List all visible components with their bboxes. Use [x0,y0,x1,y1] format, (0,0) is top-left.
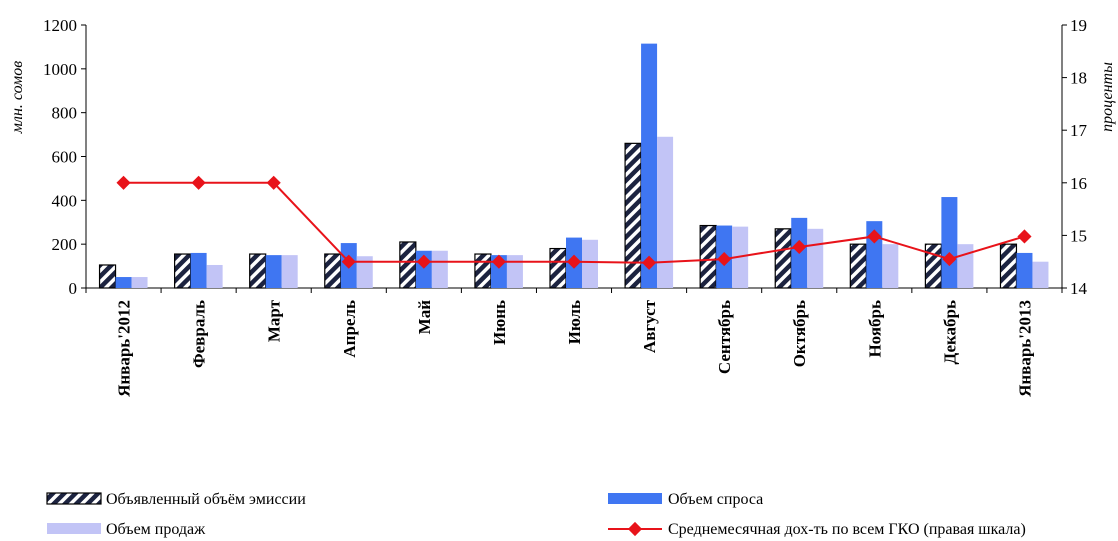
legend-swatch-emission [46,492,102,505]
bar-sales [957,244,974,288]
category-label: Май [415,300,434,335]
right-tick-label: 19 [1070,16,1087,35]
right-tick-label: 16 [1070,174,1087,193]
yield-point [341,254,356,269]
bar-sales [657,136,674,288]
legend: Объявленный объём эмиссии Объем спроса Объ… [46,491,1026,538]
bar-demand [265,255,282,288]
category-label: Апрель [340,300,359,358]
category-label: Сентябрь [715,300,734,374]
yield-point [792,239,807,255]
legend-label-demand: Объем спроса [668,491,763,508]
bar-emission [474,253,492,289]
left-tick-label: 800 [52,104,78,123]
bar-sales [356,256,373,288]
bar-emission [849,243,867,289]
right-tick-label: 15 [1070,226,1087,245]
category-label: Август [640,299,659,353]
bar-emission [549,247,567,289]
bar-emission [399,241,417,289]
legend-label-sales: Объем продаж [106,521,206,538]
yield-point [1017,229,1032,244]
yield-point [717,251,732,267]
bar-demand [190,252,207,288]
right-tick-label: 18 [1070,69,1087,88]
category-label: Март [265,299,284,342]
legend-swatch-demand [608,493,662,504]
bar-emission [774,228,792,289]
bar-sales [882,244,899,288]
left-tick-label: 1000 [43,60,77,79]
bar-emission [624,142,642,289]
yield-point [416,254,431,269]
y-axis-title: млн. сомов [9,61,26,134]
left-tick-label: 600 [52,148,78,167]
right-tick-label: 17 [1070,121,1088,140]
yield-point [566,254,582,269]
category-label: Январь'2012 [115,300,134,397]
labels: млн. сомов проценты Январь'2012 Февраль Март… [9,61,1116,397]
axes: 0 200 400 600 800 1000 1200 14 15 16 17 18 19 [43,16,1088,298]
bar-demand [941,197,958,288]
bar-sales [431,250,448,288]
bar-demand [115,277,132,288]
yield-point [266,175,281,190]
legend-label-yield: Среднемесячная дох-ть по всем ГКО (права… [668,521,1026,538]
bar-sales [582,239,598,288]
bar-emission [999,243,1018,289]
legend-swatch-sales [47,523,101,534]
yield-point [116,175,131,190]
legend-swatch-yield-marker [627,521,643,537]
category-label: Июль [565,300,584,344]
bar-emission [249,253,267,289]
bar-sales [506,255,523,288]
right-tick-label: 14 [1070,279,1088,298]
category-label: Декабрь [940,300,959,364]
bar-sales [206,264,223,288]
bar-emission [174,253,192,289]
bar-sales [807,228,824,288]
yield-point [942,251,957,267]
left-tick-label: 1200 [43,16,77,35]
yield-point [191,175,206,190]
yield-point [867,229,882,244]
category-label: Октябрь [790,300,809,367]
category-label: Февраль [190,300,209,368]
y2-axis-title: проценты [1099,62,1116,132]
bar-emission [324,253,342,289]
bar-emission [924,243,942,289]
bar-emission [699,224,717,289]
category-label: Ноябрь [865,300,884,358]
line-series [116,175,1032,270]
bar-sales [131,277,148,288]
left-tick-label: 0 [69,279,78,298]
left-tick-label: 400 [52,191,78,210]
category-label: Июнь [490,300,509,345]
bar-sales [281,255,298,288]
legend-label-emission: Объявленный объём эмиссии [106,491,306,508]
yield-point [642,255,657,270]
bar-sales [1032,261,1049,288]
bars [98,43,1049,289]
bar-emission [98,264,117,289]
left-tick-label: 200 [52,235,78,254]
bar-demand [641,43,658,288]
yield-point [491,254,506,269]
bar-demand [1016,252,1033,288]
category-label: Январь'2013 [1015,300,1034,397]
